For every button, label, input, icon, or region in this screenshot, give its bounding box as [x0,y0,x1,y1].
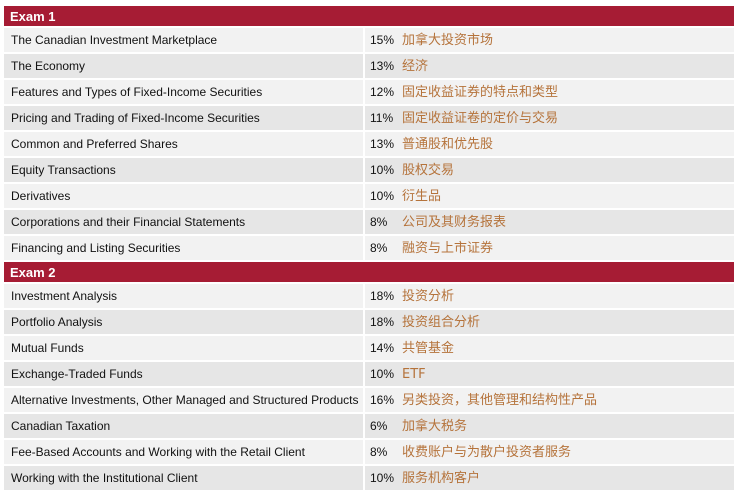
weight-cell: 6% 加拿大税务 [365,414,734,438]
weight-cell: 14% 共管基金 [365,336,734,360]
table-row: Features and Types of Fixed-Income Secur… [4,80,734,106]
chinese-topic: ETF [402,367,426,382]
weight-percent: 18% [370,315,395,329]
topic-cell: Exchange-Traded Funds [4,362,365,386]
topic-cell: Fee-Based Accounts and Working with the … [4,440,365,464]
weight-percent: 10% [370,471,395,485]
chinese-topic: 融资与上市证券 [402,241,494,256]
chinese-topic: 共管基金 [402,341,455,356]
topic-cell: Working with the Institutional Client [4,466,365,490]
chinese-topic: 服务机构客户 [402,471,481,486]
chinese-topic: 普通股和优先股 [402,137,494,152]
weight-percent: 10% [370,367,395,381]
topic-cell: Equity Transactions [4,158,365,182]
weight-percent: 12% [370,85,395,99]
chinese-topic: 股权交易 [402,163,455,178]
exam-topics-table: Exam 1 The Canadian Investment Marketpla… [4,6,734,492]
weight-cell: 10% 服务机构客户 [365,466,734,490]
table-row: Working with the Institutional Client 10%… [4,466,734,492]
topic-cell: Investment Analysis [4,284,365,308]
topic-cell: The Canadian Investment Marketplace [4,28,365,52]
table-row: Equity Transactions 10% 股权交易 [4,158,734,184]
topic-cell: Financing and Listing Securities [4,236,365,260]
topic-cell: The Economy [4,54,365,78]
exam-2-rows: Investment Analysis 18% 投资分析 Portfolio Anal… [4,284,734,492]
weight-percent: 11% [370,111,394,125]
chinese-topic: 收费账户与为散户投资者服务 [402,445,572,460]
weight-percent: 15% [370,33,395,47]
table-row: Pricing and Trading of Fixed-Income Secu… [4,106,734,132]
weight-cell: 10% 股权交易 [365,158,734,182]
chinese-topic: 公司及其财务报表 [402,215,507,230]
weight-cell: 18% 投资分析 [365,284,734,308]
table-row: Fee-Based Accounts and Working with the … [4,440,734,466]
exam-2-header: Exam 2 [4,262,734,284]
table-row: Mutual Funds 14% 共管基金 [4,336,734,362]
weight-cell: 10% 衍生品 [365,184,734,208]
table-row: Financing and Listing Securities 8% 融资与上市证… [4,236,734,262]
chinese-topic: 投资分析 [402,289,455,304]
weight-percent: 14% [370,341,395,355]
topic-cell: Pricing and Trading of Fixed-Income Secu… [4,106,365,130]
topic-cell: Corporations and their Financial Stateme… [4,210,365,234]
weight-percent: 10% [370,163,395,177]
table-row: Exchange-Traded Funds 10% ETF [4,362,734,388]
chinese-topic: 另类投资，其他管理和结构性产品 [402,393,598,408]
weight-cell: 10% ETF [365,362,734,386]
exam-1-header: Exam 1 [4,6,734,28]
weight-cell: 8% 收费账户与为散户投资者服务 [365,440,734,464]
weight-cell: 13% 经济 [365,54,734,78]
table-row: Canadian Taxation 6% 加拿大税务 [4,414,734,440]
weight-cell: 13% 普通股和优先股 [365,132,734,156]
chinese-topic: 固定收益证卷的定价与交易 [402,111,559,126]
chinese-topic: 加拿大税务 [402,419,468,434]
weight-cell: 12% 固定收益证券的特点和类型 [365,80,734,104]
table-row: The Economy 13% 经济 [4,54,734,80]
table-row: The Canadian Investment Marketplace 15% 加拿… [4,28,734,54]
weight-percent: 8% [370,241,388,255]
topic-cell: Features and Types of Fixed-Income Secur… [4,80,365,104]
weight-percent: 16% [370,393,395,407]
exam-1-rows: The Canadian Investment Marketplace 15% 加拿… [4,28,734,262]
weight-percent: 13% [370,137,395,151]
weight-cell: 8% 融资与上市证券 [365,236,734,260]
weight-cell: 18% 投资组合分析 [365,310,734,334]
weight-cell: 15% 加拿大投资市场 [365,28,734,52]
weight-percent: 8% [370,215,388,229]
table-row: Corporations and their Financial Stateme… [4,210,734,236]
topic-cell: Canadian Taxation [4,414,365,438]
weight-percent: 6% [370,419,388,433]
weight-percent: 8% [370,445,388,459]
weight-percent: 18% [370,289,395,303]
table-row: Investment Analysis 18% 投资分析 [4,284,734,310]
weight-cell: 16% 另类投资，其他管理和结构性产品 [365,388,734,412]
topic-cell: Common and Preferred Shares [4,132,365,156]
chinese-topic: 固定收益证券的特点和类型 [402,85,559,100]
chinese-topic: 经济 [402,59,429,74]
topic-cell: Derivatives [4,184,365,208]
topic-cell: Alternative Investments, Other Managed a… [4,388,365,412]
topic-cell: Portfolio Analysis [4,310,365,334]
table-row: Common and Preferred Shares 13% 普通股和优先股 [4,132,734,158]
chinese-topic: 衍生品 [402,189,442,204]
table-row: Portfolio Analysis 18% 投资组合分析 [4,310,734,336]
chinese-topic: 投资组合分析 [402,315,481,330]
weight-percent: 13% [370,59,395,73]
table-row: Alternative Investments, Other Managed a… [4,388,734,414]
weight-cell: 8% 公司及其财务报表 [365,210,734,234]
topic-cell: Mutual Funds [4,336,365,360]
table-row: Derivatives 10% 衍生品 [4,184,734,210]
chinese-topic: 加拿大投资市场 [402,33,494,48]
weight-percent: 10% [370,189,395,203]
weight-cell: 11% 固定收益证卷的定价与交易 [365,106,734,130]
